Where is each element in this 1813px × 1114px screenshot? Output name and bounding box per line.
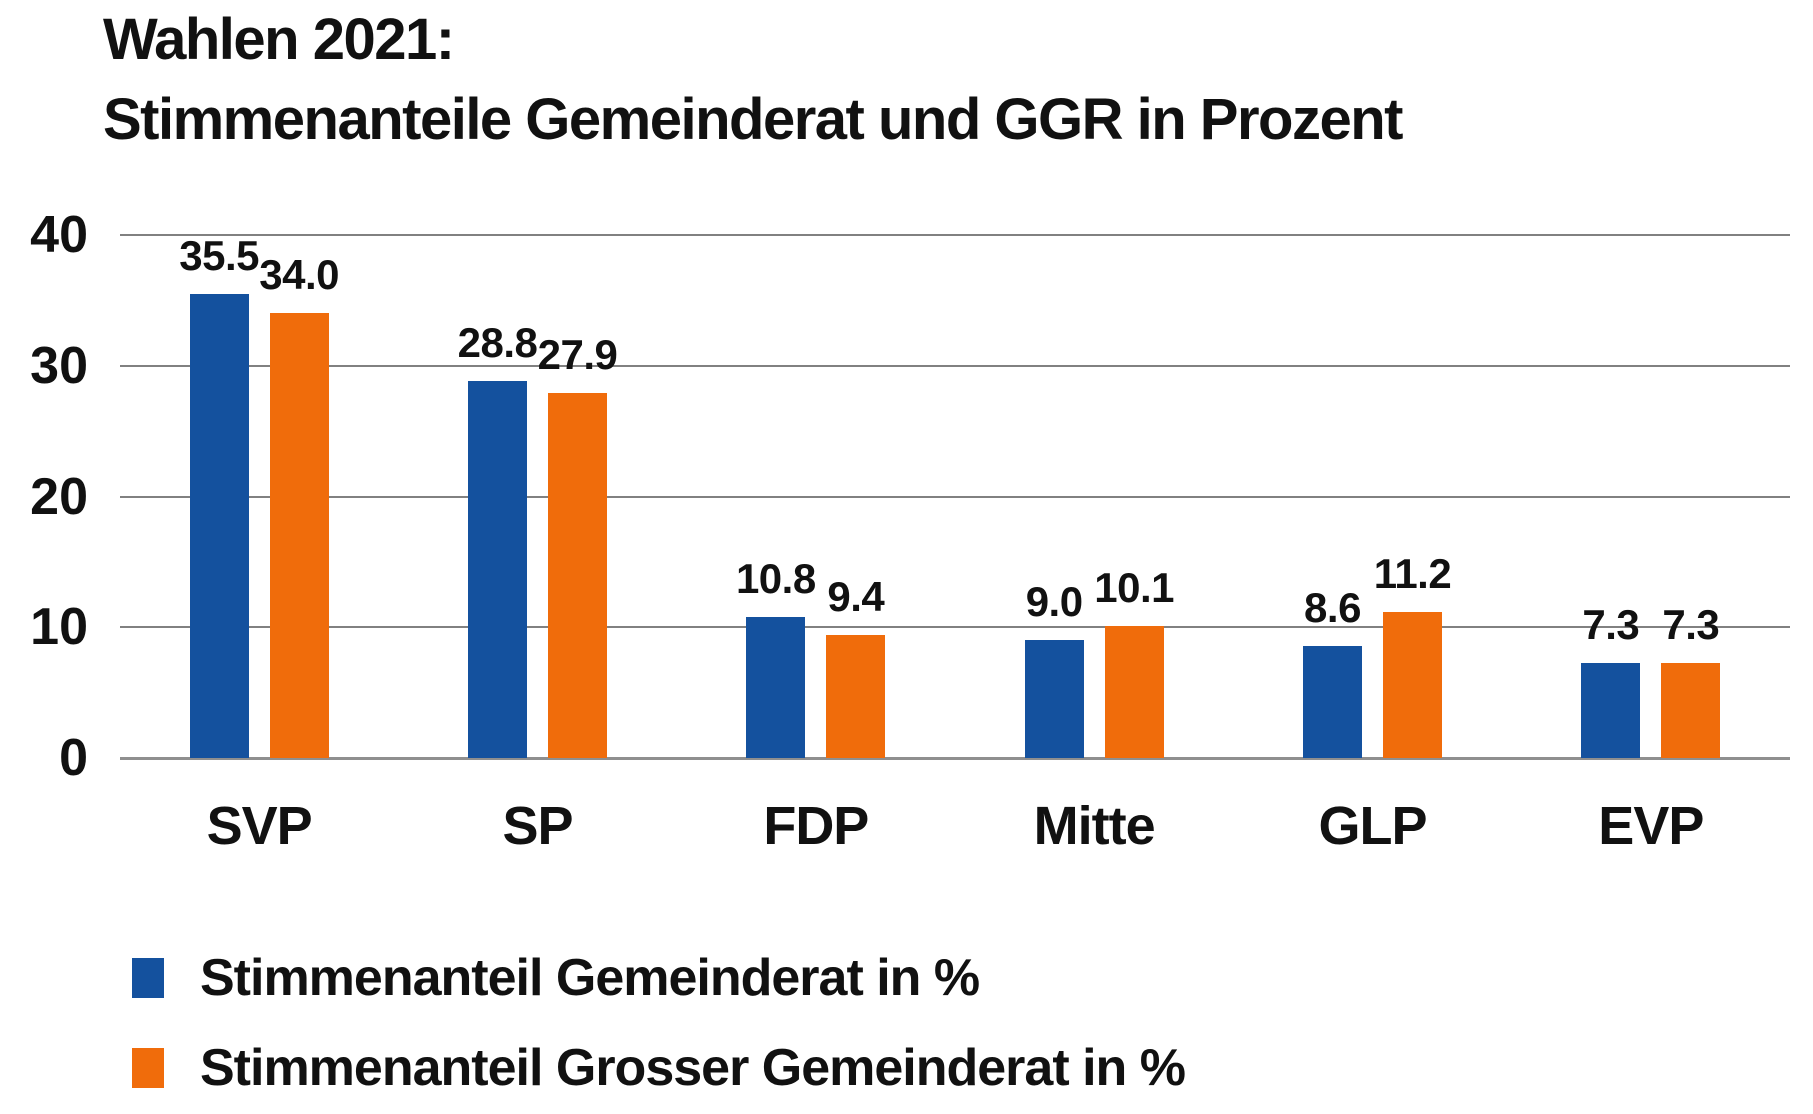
legend-item-gemeinderat: Stimmenanteil Gemeinderat in % xyxy=(132,949,980,1007)
x-axis-label-mitte: Mitte xyxy=(1033,796,1156,856)
bar-series2-fdp xyxy=(826,635,886,758)
gridline-40 xyxy=(120,234,1790,236)
value-label-series1-sp: 28.8 xyxy=(457,319,538,367)
bar-series1-sp xyxy=(468,381,527,758)
bar-series1-mitte xyxy=(1024,640,1084,758)
value-label-series2-evp: 7.3 xyxy=(1662,600,1720,648)
legend-swatch-gemeinderat xyxy=(132,958,164,998)
value-label-series2-fdp: 9.4 xyxy=(827,573,885,621)
legend-item-grosser-gemeinderat: Stimmenanteil Grosser Gemeinderat in % xyxy=(132,1039,1186,1097)
bar-series1-fdp xyxy=(746,616,806,758)
chart-title-line1: Wahlen 2021: xyxy=(103,7,455,72)
x-axis-label-glp: GLP xyxy=(1318,796,1427,856)
bar-series1-evp xyxy=(1581,662,1641,758)
bar-series2-svp xyxy=(269,313,329,758)
bar-series2-glp xyxy=(1383,611,1442,758)
chart-title-line2: Stimmenanteile Gemeinderat und GGR in Pr… xyxy=(103,87,1403,152)
x-axis-label-evp: EVP xyxy=(1598,796,1704,856)
value-label-series1-glp: 8.6 xyxy=(1304,583,1361,631)
value-label-series2-sp: 27.9 xyxy=(537,331,618,379)
x-axis-label-sp: SP xyxy=(502,796,573,856)
bar-series1-glp xyxy=(1303,645,1362,758)
y-axis-tick-40: 40 xyxy=(30,206,88,264)
y-axis-tick-30: 30 xyxy=(30,336,88,395)
gridline-20 xyxy=(120,495,1790,498)
value-label-series1-svp: 35.5 xyxy=(179,231,260,279)
bar-series2-sp xyxy=(548,393,607,758)
bar-series2-mitte xyxy=(1104,625,1164,758)
y-axis-tick-20: 20 xyxy=(30,467,88,526)
bar-series2-evp xyxy=(1661,662,1721,758)
y-axis-tick-10: 10 xyxy=(30,598,88,657)
x-axis-label-fdp: FDP xyxy=(763,796,869,856)
value-label-series1-mitte: 9.0 xyxy=(1025,578,1083,626)
value-label-series1-fdp: 10.8 xyxy=(735,554,816,602)
bar-series1-svp xyxy=(189,293,249,758)
y-axis-tick-0: 0 xyxy=(59,729,88,787)
x-axis-label-svp: SVP xyxy=(206,796,313,856)
legend-label-grosser-gemeinderat: Stimmenanteil Grosser Gemeinderat in % xyxy=(200,1039,1186,1097)
value-label-series2-mitte: 10.1 xyxy=(1094,563,1175,611)
gridline-10 xyxy=(120,626,1790,629)
gridline-30 xyxy=(120,364,1790,367)
gridline-0 xyxy=(120,757,1790,760)
value-label-series2-glp: 11.2 xyxy=(1373,549,1452,597)
legend-label-gemeinderat: Stimmenanteil Gemeinderat in % xyxy=(200,949,980,1007)
value-label-series2-svp: 34.0 xyxy=(259,251,340,299)
legend-swatch-grosser-gemeinderat xyxy=(132,1048,164,1088)
value-label-series1-evp: 7.3 xyxy=(1582,600,1640,648)
chart-title: Wahlen 2021: Stimmenanteile Gemeinderat … xyxy=(103,0,1403,160)
